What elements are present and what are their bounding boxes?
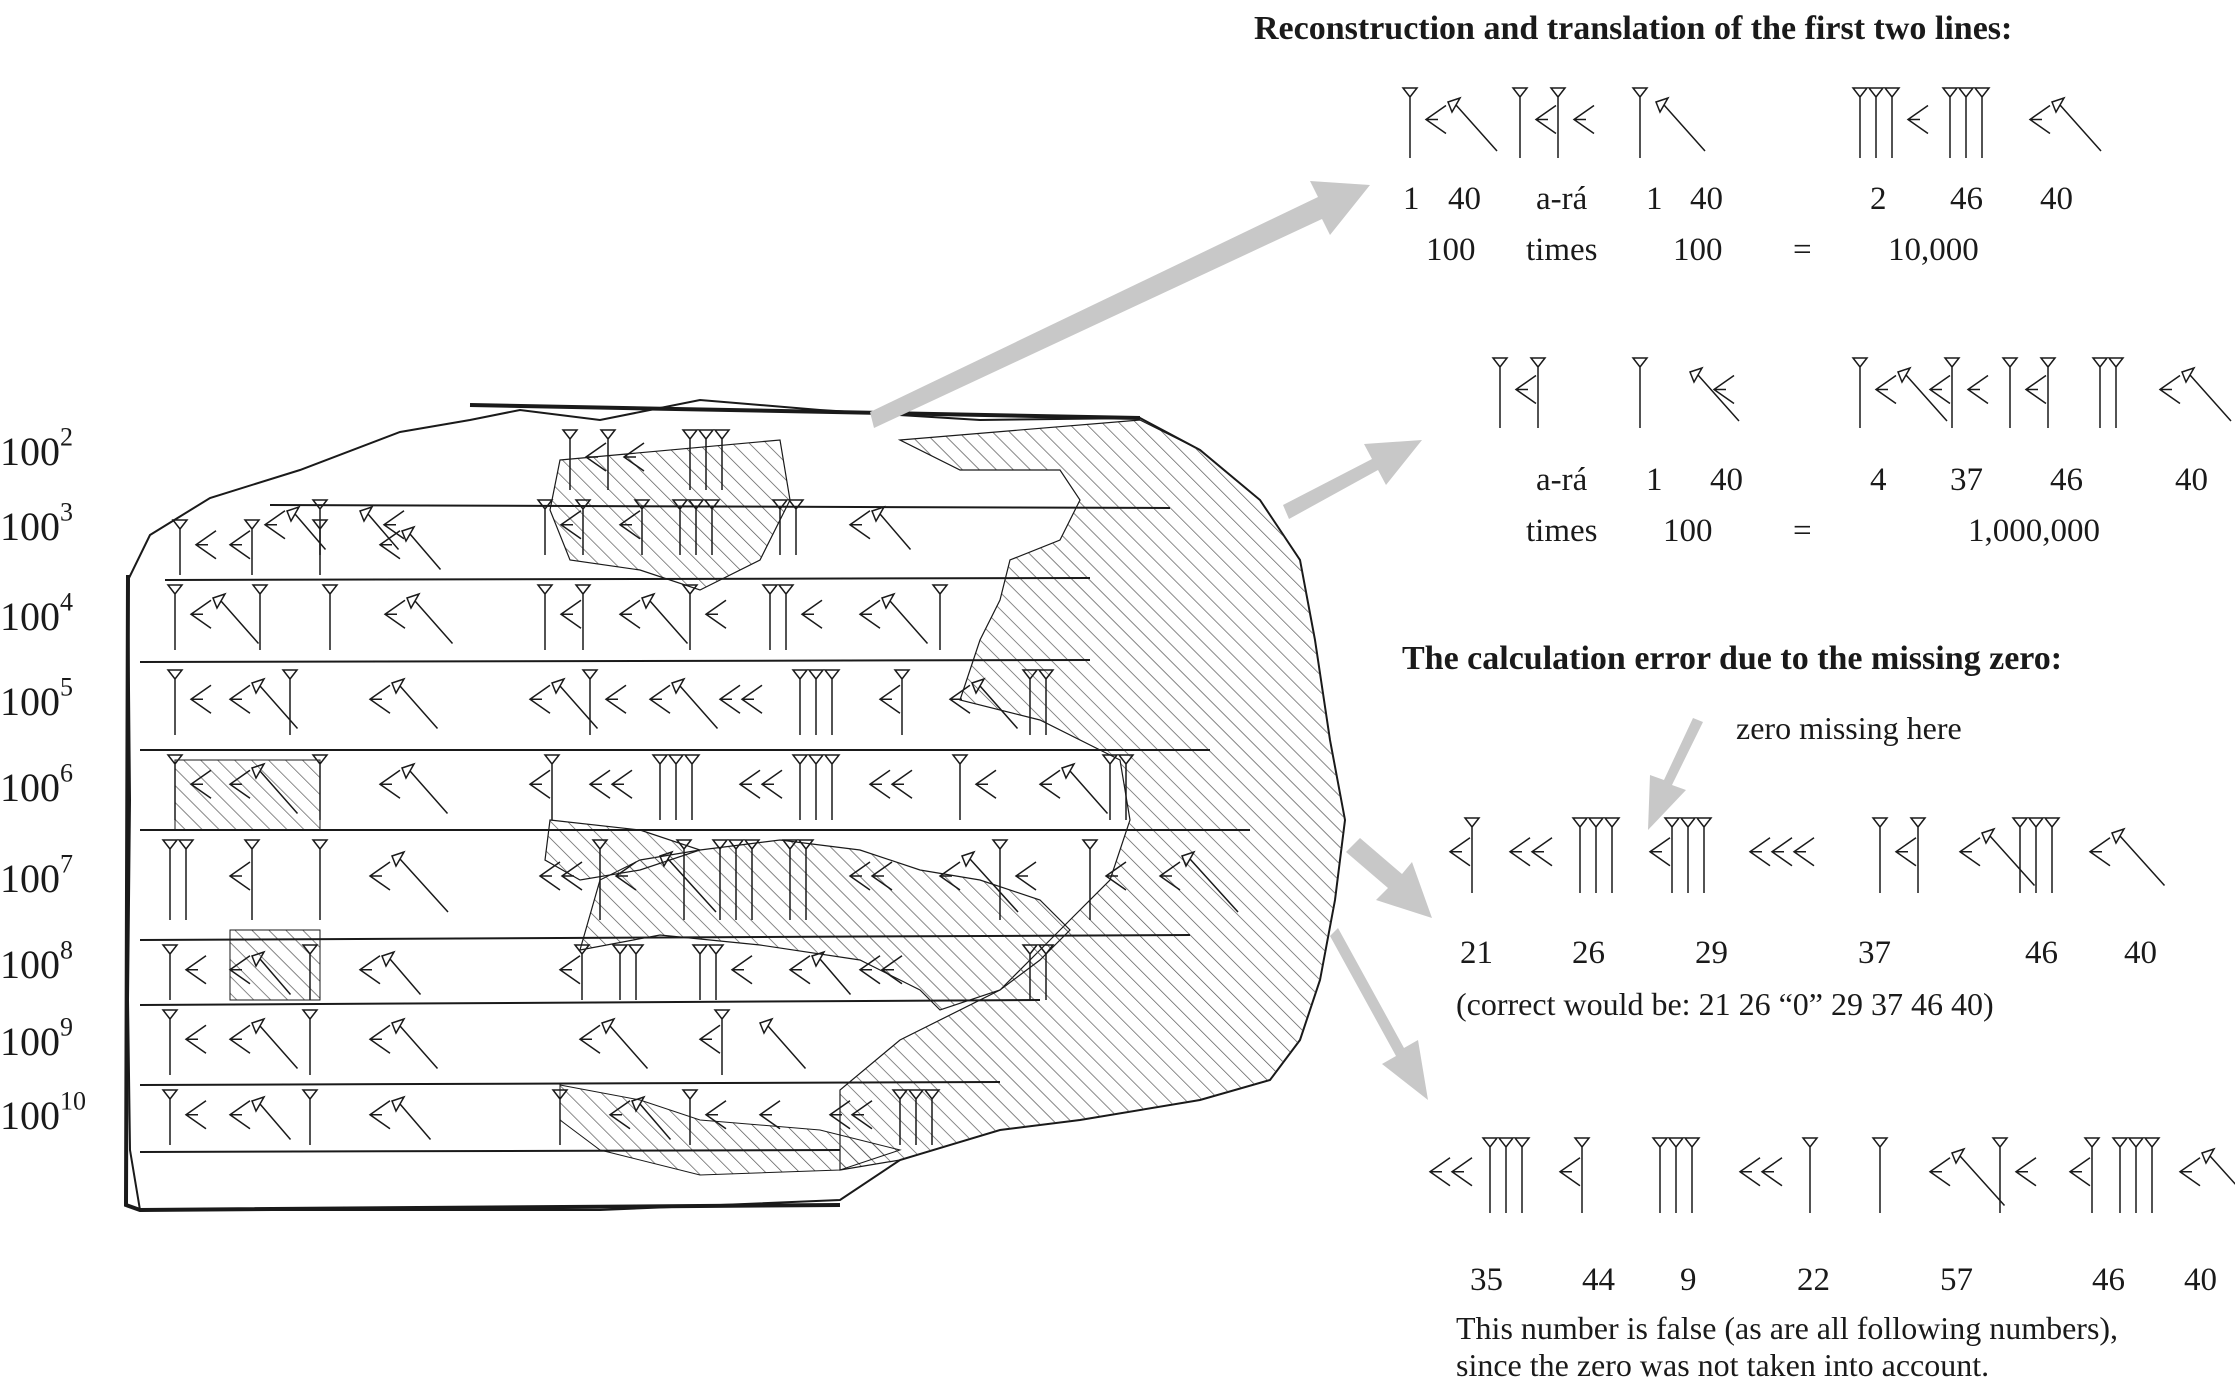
digit-label: 57: [1940, 1262, 1973, 1298]
digit-label: 37: [1950, 462, 1983, 498]
digit-label: 40: [2184, 1262, 2217, 1298]
digit-label: 40: [2040, 181, 2073, 217]
digit-label: 40: [2124, 935, 2157, 971]
power-label: 1003: [0, 497, 73, 549]
digit-label: 22: [1797, 1262, 1830, 1298]
translation-label: 100: [1663, 513, 1713, 549]
translation-label: 100: [1673, 232, 1723, 268]
digit-label: 1: [1646, 462, 1663, 498]
ruling-lines: [139, 504, 1250, 1153]
power-label: 1007: [0, 849, 73, 901]
digit-label: 2: [1870, 181, 1887, 217]
false-note-line2: since the zero was not taken into accoun…: [1456, 1347, 1990, 1383]
translation-label: 100: [1426, 232, 1476, 268]
digit-label: 1: [1646, 181, 1663, 217]
translation-label: times: [1526, 232, 1598, 268]
power-label: 1002: [0, 422, 73, 474]
digit-label: 46: [1950, 181, 1983, 217]
power-label: 10010: [0, 1086, 86, 1138]
translation-label: 10,000: [1888, 232, 1979, 268]
word-label: a-rá: [1536, 462, 1588, 498]
translation-label: =: [1793, 232, 1812, 268]
zero-missing-note: zero missing here: [1736, 710, 1962, 746]
power-label: 1006: [0, 758, 73, 810]
digit-label: 40: [1448, 181, 1481, 217]
correct-note: (correct would be: 21 26 “0” 29 37 46 40…: [1456, 986, 1994, 1022]
digit-label: 37: [1858, 935, 1891, 971]
error-heading: The calculation error due to the missing…: [1402, 640, 2063, 677]
power-label: 1008: [0, 935, 73, 987]
translation-label: =: [1793, 513, 1812, 549]
power-label: 1004: [0, 587, 73, 639]
digit-label: 26: [1572, 935, 1605, 971]
power-label: 1009: [0, 1012, 73, 1064]
digit-label: 40: [2175, 462, 2208, 498]
false-note-line1: This number is false (as are all followi…: [1456, 1310, 2119, 1346]
digit-label: 29: [1695, 935, 1728, 971]
digit-label: 1: [1403, 181, 1420, 217]
tablet-cuneiform: [161, 429, 1239, 1145]
reconstruction-heading: Reconstruction and translation of the fi…: [1254, 10, 2013, 47]
digit-label: 46: [2025, 935, 2058, 971]
digit-label: 35: [1470, 1262, 1503, 1298]
digit-label: 46: [2050, 462, 2083, 498]
digit-label: 9: [1680, 1262, 1697, 1298]
arrows: [870, 181, 1703, 1100]
word-label: a-rá: [1536, 181, 1588, 217]
damaged-areas: [174, 419, 1345, 1176]
digit-label: 21: [1460, 935, 1493, 971]
translation-label: 1,000,000: [1968, 513, 2100, 549]
digit-label: 40: [1690, 181, 1723, 217]
digit-label: 46: [2092, 1262, 2125, 1298]
digit-label: 40: [1710, 462, 1743, 498]
power-label: 1005: [0, 672, 73, 724]
digit-label: 44: [1582, 1262, 1615, 1298]
digit-label: 4: [1870, 462, 1887, 498]
reconstruction-cuneiform: [1401, 87, 2235, 1213]
translation-label: times: [1526, 513, 1598, 549]
